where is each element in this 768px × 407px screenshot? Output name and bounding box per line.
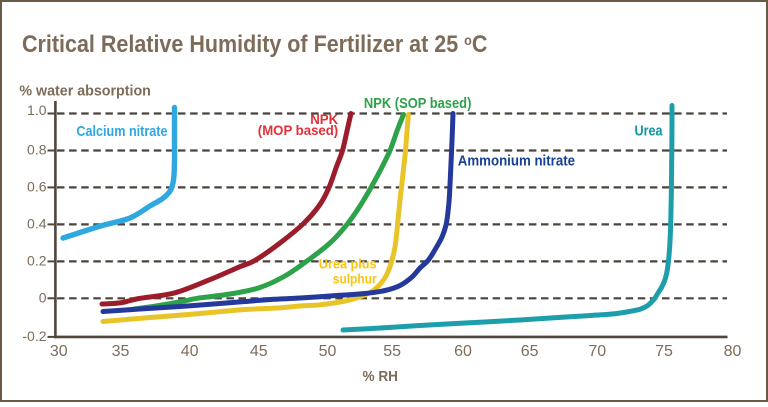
svg-text:NPK: NPK	[310, 112, 338, 127]
svg-text:35: 35	[112, 343, 130, 360]
svg-text:80: 80	[724, 343, 742, 360]
svg-text:50: 50	[319, 343, 337, 360]
svg-text:40: 40	[181, 343, 199, 360]
svg-text:70: 70	[588, 343, 606, 360]
svg-text:Urea: Urea	[635, 122, 664, 139]
svg-text:% water absorption: % water absorption	[19, 82, 151, 99]
svg-text:(MOP based): (MOP based)	[258, 123, 338, 138]
svg-text:1.0: 1.0	[27, 102, 47, 118]
svg-text:30: 30	[50, 343, 68, 360]
svg-text:-0.2: -0.2	[22, 328, 46, 344]
svg-text:60: 60	[454, 343, 472, 360]
svg-text:0.8: 0.8	[27, 142, 47, 158]
svg-text:0.2: 0.2	[27, 252, 47, 268]
svg-text:sulphur: sulphur	[333, 271, 377, 286]
svg-text:Calcium nitrate: Calcium nitrate	[76, 123, 167, 140]
svg-text:0.6: 0.6	[27, 178, 47, 194]
svg-text:65: 65	[521, 343, 539, 360]
svg-text:% RH: % RH	[363, 368, 399, 385]
svg-text:0: 0	[39, 289, 47, 305]
svg-text:Ammonium nitrate: Ammonium nitrate	[458, 153, 575, 170]
svg-text:NPK (SOP based): NPK (SOP based)	[364, 95, 472, 112]
svg-text:45: 45	[250, 343, 268, 360]
svg-text:55: 55	[383, 343, 401, 360]
svg-text:Urea plus: Urea plus	[319, 257, 377, 272]
svg-text:75: 75	[655, 343, 673, 360]
svg-text:0.4: 0.4	[27, 215, 47, 231]
